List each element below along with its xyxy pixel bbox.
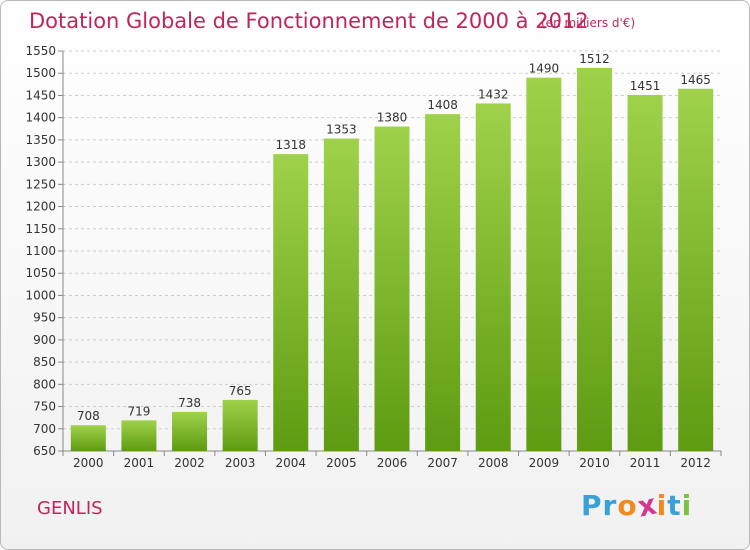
y-tick-label: 950: [33, 311, 56, 325]
bar-value-label: 1451: [630, 79, 661, 93]
y-tick-label: 1100: [25, 244, 56, 258]
bar-2005: [323, 138, 359, 452]
proxiti-logo: Proxiti: [581, 487, 693, 523]
y-tick-label: 1200: [25, 200, 56, 214]
bar-2001: [121, 420, 157, 451]
x-tick-label: 2001: [124, 456, 155, 470]
axes: 650 700 750 800 850 900 950 1000 1050 1100 1150 120…: [25, 44, 722, 470]
bar-value-label: 708: [77, 409, 100, 423]
y-tick-label: 1250: [25, 177, 56, 191]
bars: [70, 67, 714, 452]
bar-value-label: 1318: [275, 138, 306, 152]
logo-letter: r: [602, 489, 618, 522]
y-tick-label: 1050: [25, 266, 56, 280]
y-tick-label: 1350: [25, 133, 56, 147]
x-tick-label: 2008: [478, 456, 509, 470]
x-tick-label: 2004: [275, 456, 306, 470]
bar-value-label: 1490: [529, 62, 560, 76]
y-tick-label: 700: [33, 422, 56, 436]
bar-2011: [627, 95, 663, 451]
bar-2004: [273, 154, 309, 451]
y-tick-label: 1450: [25, 88, 56, 102]
bar-2008: [475, 103, 511, 451]
y-tick-label: 1300: [25, 155, 56, 169]
logo-letter: o: [617, 489, 638, 522]
bar-value-label: 1353: [326, 123, 357, 137]
bar-value-label: 1512: [579, 52, 610, 66]
logo-letter: t: [667, 489, 682, 522]
bar-2012: [678, 88, 714, 452]
chart-subtitle: (en milliers d'€): [541, 16, 636, 30]
bar-value-label: 1380: [377, 111, 408, 125]
bar-value-label: 738: [178, 396, 201, 410]
y-tick-label: 1000: [25, 288, 56, 302]
chart-title: Dotation Globale de Fonctionnement de 20…: [29, 9, 589, 33]
x-tick-label: 2006: [377, 456, 408, 470]
bar-value-label: 765: [229, 384, 252, 398]
x-tick-label: 2007: [427, 456, 458, 470]
x-tick-label: 2005: [326, 456, 357, 470]
bar-2009: [526, 77, 562, 452]
x-tick-label: 2002: [174, 456, 205, 470]
bar-2003: [222, 399, 258, 451]
y-tick-label: 1500: [25, 66, 56, 80]
bar-value-label: 1432: [478, 87, 509, 101]
bar-2000: [70, 425, 106, 451]
logo-letter: i: [681, 489, 693, 522]
bar-value-label: 719: [127, 404, 150, 418]
x-tick-label: 2010: [579, 456, 610, 470]
x-tick-label: 2000: [73, 456, 104, 470]
bar-2010: [576, 67, 612, 451]
y-tick-label: 800: [33, 377, 56, 391]
logo-letter: i: [656, 489, 668, 522]
x-tick-label: 2003: [225, 456, 256, 470]
bar-2002: [172, 411, 208, 451]
y-tick-label: 850: [33, 355, 56, 369]
bar-value-label: 1408: [427, 98, 458, 112]
bar-value-labels: 708 719 738 765 1318 1353 1380 1408 1432 1490 1512…: [77, 52, 711, 423]
y-tick-label: 900: [33, 333, 56, 347]
bar-2007: [425, 114, 461, 451]
x-tick-label: 2009: [529, 456, 560, 470]
y-tick-label: 750: [33, 400, 56, 414]
x-tick-label: 2011: [630, 456, 661, 470]
bar-value-label: 1465: [680, 73, 711, 87]
commune-name: GENLIS: [37, 498, 103, 519]
y-tick-label: 650: [33, 444, 56, 458]
y-tick-label: 1400: [25, 111, 56, 125]
y-tick-label: 1150: [25, 222, 56, 236]
y-tick-label: 1550: [25, 44, 56, 58]
bar-2006: [374, 126, 410, 452]
logo-letter: P: [581, 489, 603, 522]
x-tick-label: 2012: [680, 456, 711, 470]
